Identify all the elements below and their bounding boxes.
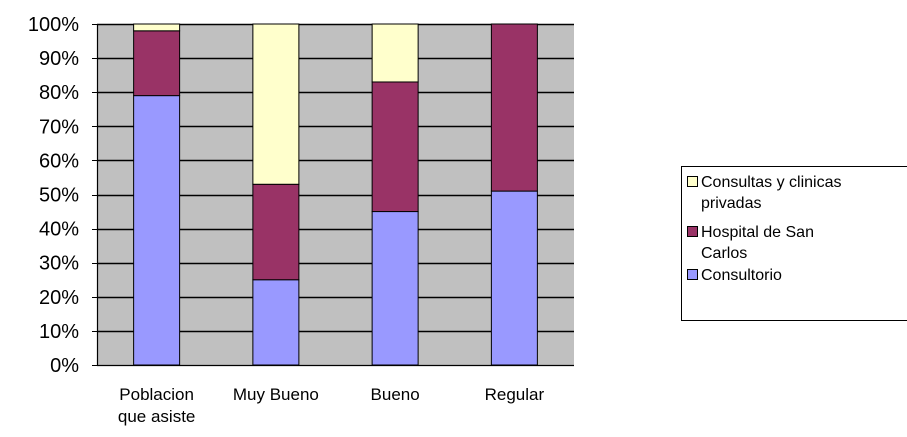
bar-segment	[134, 24, 180, 31]
bar-segment	[253, 280, 299, 365]
bar-segment	[253, 184, 299, 279]
legend-swatch	[688, 227, 698, 237]
legend-label: Carlos	[701, 245, 747, 262]
bar-segment	[491, 24, 537, 191]
y-tick-label: 10%	[39, 321, 79, 343]
y-tick-label: 80%	[39, 82, 79, 104]
bar-segment	[372, 82, 418, 212]
legend-label: Consultas y clinicas	[701, 174, 842, 191]
x-tick-label: Bueno	[371, 385, 420, 404]
y-tick-label: 0%	[50, 355, 79, 377]
legend-swatch	[688, 270, 698, 280]
y-tick-label: 60%	[39, 150, 79, 172]
y-tick-label: 70%	[39, 116, 79, 138]
x-tick-label: Regular	[485, 385, 545, 404]
y-tick-label: 90%	[39, 48, 79, 70]
bar-segment	[372, 212, 418, 365]
y-tick-label: 30%	[39, 253, 79, 275]
bar-segment	[134, 96, 180, 365]
legend: Consultas y clinicas privadas Hospital de …	[682, 167, 907, 321]
x-tick-label: Poblacion	[119, 385, 194, 404]
x-tick-label: Muy Bueno	[233, 385, 319, 404]
bar-segment	[372, 24, 418, 82]
y-tick-label: 40%	[39, 219, 79, 241]
legend-label: privadas	[701, 195, 761, 212]
bar-segment	[134, 31, 180, 96]
bar-segment	[491, 191, 537, 365]
x-tick-label: que asiste	[118, 407, 196, 426]
y-tick-label: 20%	[39, 287, 79, 309]
legend-swatch	[688, 177, 698, 187]
y-tick-label: 50%	[39, 185, 79, 207]
legend-label: Hospital de San	[701, 224, 814, 241]
legend-label: Consultorio	[701, 267, 782, 284]
bar-segment	[253, 24, 299, 184]
y-tick-label: 100%	[28, 14, 79, 36]
